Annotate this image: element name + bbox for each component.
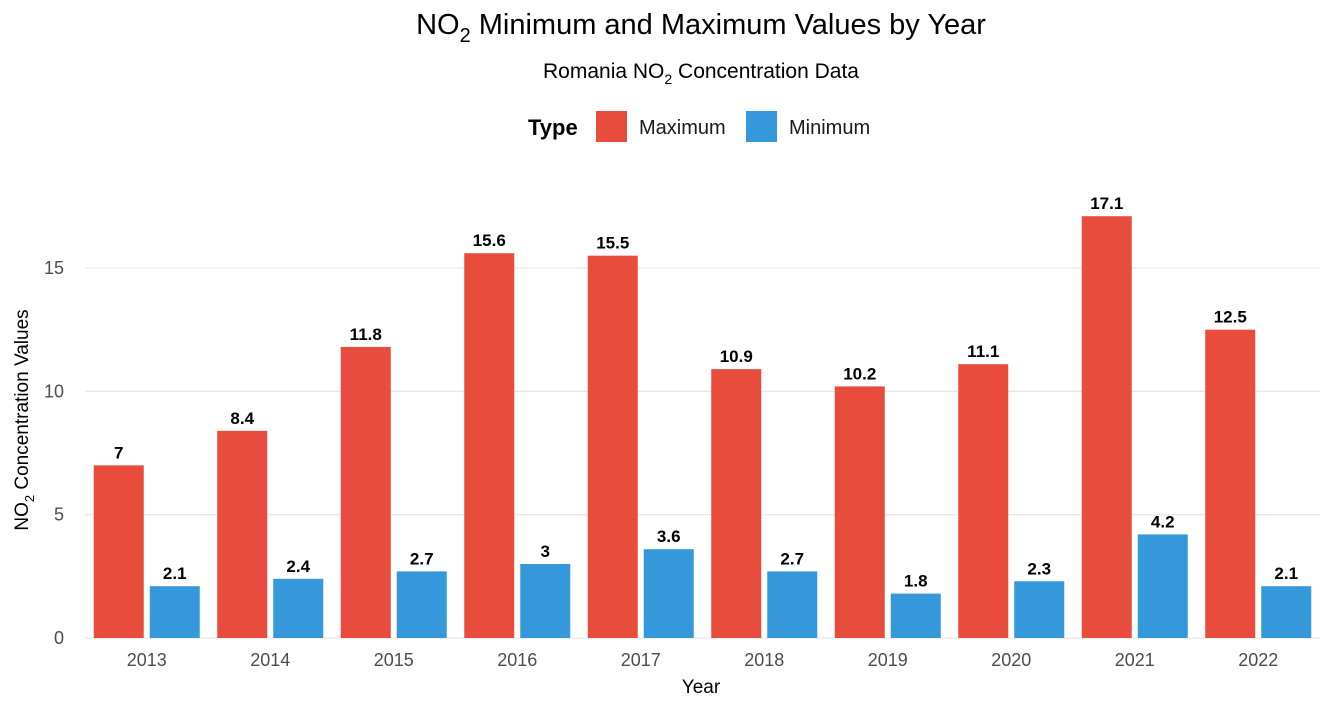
y-tick-label: 0 bbox=[54, 628, 64, 648]
svg-text:Romania NO2 Concentration Data: Romania NO2 Concentration Data bbox=[543, 60, 859, 87]
x-tick-label: 2021 bbox=[1115, 650, 1155, 670]
bar-minimum bbox=[273, 578, 324, 638]
y-axis-ticks: 0 5 10 15 bbox=[44, 258, 64, 648]
bar-value-label: 2.3 bbox=[1027, 559, 1051, 578]
bar-maximum bbox=[1081, 216, 1132, 638]
bars bbox=[93, 216, 1312, 639]
bar-minimum bbox=[1014, 581, 1065, 638]
bar-value-label: 1.8 bbox=[904, 572, 928, 591]
y-axis-title: NO2 Concentration Values bbox=[12, 309, 37, 530]
bar-minimum bbox=[643, 549, 694, 638]
bar-value-label: 2.4 bbox=[286, 557, 310, 576]
bar-maximum bbox=[93, 465, 144, 638]
bar-minimum bbox=[767, 571, 818, 638]
bar-minimum bbox=[520, 564, 571, 638]
legend-label-minimum: Minimum bbox=[789, 117, 870, 139]
x-tick-label: 2014 bbox=[250, 650, 290, 670]
x-tick-label: 2017 bbox=[621, 650, 661, 670]
legend-title: Type bbox=[528, 115, 578, 140]
bar-minimum bbox=[1261, 586, 1312, 638]
bar-value-label: 2.7 bbox=[410, 549, 434, 568]
x-tick-label: 2018 bbox=[744, 650, 784, 670]
x-tick-label: 2015 bbox=[374, 650, 414, 670]
legend-label-maximum: Maximum bbox=[639, 117, 726, 139]
bar-maximum bbox=[587, 255, 638, 639]
x-tick-label: 2016 bbox=[497, 650, 537, 670]
legend-key-minimum bbox=[746, 111, 777, 142]
svg-text:NO2 Concentration Values: NO2 Concentration Values bbox=[12, 309, 37, 530]
bar-maximum bbox=[834, 386, 885, 638]
bar-value-label: 2.1 bbox=[1274, 564, 1298, 583]
x-axis-title: Year bbox=[682, 677, 721, 698]
y-tick-label: 15 bbox=[44, 258, 64, 278]
bar-minimum bbox=[396, 571, 447, 638]
bar-value-label: 3 bbox=[541, 542, 550, 561]
bar-value-label: 15.6 bbox=[473, 231, 506, 250]
legend-key-maximum bbox=[596, 111, 627, 142]
bar-value-label: 8.4 bbox=[230, 409, 254, 428]
bar-maximum bbox=[1205, 329, 1256, 638]
chart-title: NO2 Minimum and Maximum Values by Year bbox=[416, 9, 986, 47]
bar-value-label: 11.8 bbox=[350, 325, 382, 344]
bar-maximum bbox=[340, 346, 391, 638]
bar-maximum bbox=[958, 364, 1009, 638]
svg-text:NO2 Minimum and Maximum Values: NO2 Minimum and Maximum Values by Year bbox=[416, 9, 986, 47]
bar-minimum bbox=[890, 593, 941, 638]
bar-value-label: 2.1 bbox=[163, 564, 187, 583]
bar-value-label: 10.2 bbox=[843, 364, 876, 383]
chart-subtitle: Romania NO2 Concentration Data bbox=[543, 60, 859, 87]
x-tick-label: 2019 bbox=[868, 650, 908, 670]
bar-value-label: 12.5 bbox=[1214, 308, 1247, 327]
x-tick-label: 2020 bbox=[991, 650, 1031, 670]
bar-value-label: 3.6 bbox=[657, 527, 681, 546]
y-tick-label: 5 bbox=[54, 505, 64, 525]
bar-value-label: 15.5 bbox=[596, 234, 629, 253]
bar-minimum bbox=[1137, 534, 1188, 638]
bar-value-label: 2.7 bbox=[780, 549, 804, 568]
bar-value-label: 11.1 bbox=[967, 342, 999, 361]
bar-maximum bbox=[217, 430, 268, 638]
bar-value-label: 4.2 bbox=[1151, 512, 1175, 531]
y-tick-label: 10 bbox=[44, 381, 64, 401]
x-tick-label: 2022 bbox=[1238, 650, 1278, 670]
legend: Type Maximum Minimum bbox=[528, 111, 870, 142]
gridlines bbox=[85, 267, 1320, 639]
bar-value-label: 10.9 bbox=[720, 347, 753, 366]
bar-minimum bbox=[149, 586, 200, 638]
bar-value-label: 17.1 bbox=[1090, 194, 1123, 213]
bar-maximum bbox=[711, 369, 762, 638]
x-axis-ticks: 2013 2014 2015 2016 2017 2018 2019 2020 2021 2022 bbox=[127, 650, 1279, 670]
x-tick-label: 2013 bbox=[127, 650, 167, 670]
bar-value-label: 7 bbox=[114, 443, 123, 462]
bar-maximum bbox=[464, 253, 515, 638]
bar-labels: 7 2.1 8.4 2.4 11.8 2.7 15.6 3 15.5 3.6 10.9 2.7 10.2… bbox=[114, 194, 1298, 590]
